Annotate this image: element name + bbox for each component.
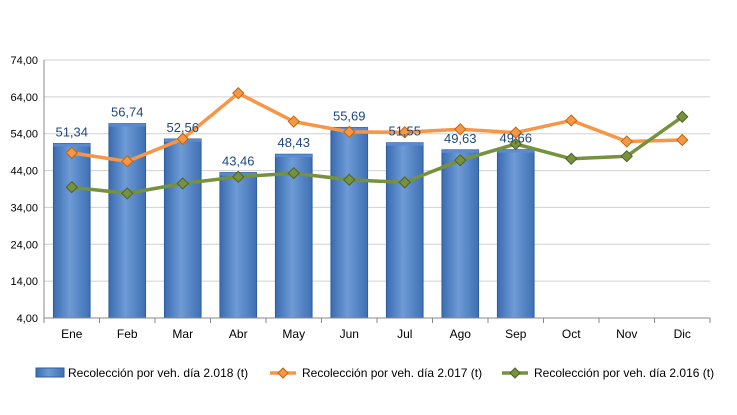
y-tick-label: 54,00 — [10, 129, 38, 141]
line-point-marker — [676, 110, 689, 123]
bar — [163, 138, 202, 319]
legend: Recolección por veh. día 2.018 (t) Recole… — [35, 366, 714, 380]
line-point-marker — [398, 176, 411, 189]
line-point-marker — [454, 154, 467, 167]
legend-swatch-bar — [35, 367, 65, 378]
legend-swatch-marker — [277, 367, 289, 379]
x-tick-label: Nov — [616, 327, 637, 341]
line-point-marker — [176, 132, 189, 146]
line-point-marker — [232, 170, 245, 184]
x-tick-label: Jul — [397, 327, 412, 341]
line-point-marker — [65, 180, 78, 194]
bars-series — [52, 123, 535, 319]
y-tick-label: 74,00 — [10, 55, 38, 67]
bar-data-label: 56,74 — [111, 105, 144, 120]
bar-data-label: 43,46 — [222, 154, 255, 169]
line-point-marker — [232, 86, 245, 100]
data-labels: 51,34 56,74 52,56 43,46 48,43 55,69 51,55 49,63… — [55, 105, 532, 169]
x-tick-label: Ene — [61, 327, 83, 341]
legend-label: Recolección por veh. día 2.016 (t) — [534, 366, 714, 380]
y-tick-label: 34,00 — [10, 202, 38, 214]
x-tick-label: Oct — [562, 327, 581, 341]
bar-data-label: 52,56 — [166, 120, 199, 135]
bar — [441, 149, 480, 319]
bar-top — [53, 143, 91, 147]
bar-data-label: 51,55 — [388, 124, 421, 139]
line-point-marker — [454, 123, 467, 136]
bar-top — [441, 149, 479, 153]
line-point-marker — [343, 125, 356, 139]
line-point-marker — [398, 126, 411, 139]
y-tick-label: 4,00 — [17, 313, 38, 325]
x-tick-label: Feb — [117, 327, 138, 341]
line-point-marker — [620, 135, 633, 148]
bar-data-label: 49,63 — [444, 131, 477, 146]
x-tick-label: Ago — [450, 327, 472, 341]
bar — [385, 142, 424, 319]
line-series — [65, 86, 689, 200]
line-point-marker — [343, 173, 356, 186]
bar-data-label: 49,66 — [499, 131, 532, 146]
line-point-marker — [620, 149, 633, 163]
x-tick-label: Dic — [674, 327, 691, 341]
bar — [496, 149, 535, 319]
x-tick-label: Mar — [172, 327, 193, 341]
bar — [219, 172, 258, 319]
line-point-marker — [287, 115, 300, 128]
line-point-marker — [565, 114, 578, 127]
line-point-marker — [176, 177, 189, 190]
y-tick-label: 44,00 — [10, 166, 38, 178]
line-point-marker — [287, 166, 300, 180]
line-point-marker — [676, 133, 689, 147]
legend-label: Recolección por veh. día 2.018 (t) — [68, 366, 248, 380]
x-tick-label: Sep — [505, 327, 527, 341]
y-tick-label: 64,00 — [10, 92, 38, 104]
bar — [108, 123, 147, 319]
bar-top — [497, 149, 535, 153]
line-series-path — [70, 91, 685, 164]
x-tick-label: Jun — [340, 327, 359, 341]
bar-data-label: 48,43 — [277, 135, 310, 150]
legend-swatch-marker — [509, 367, 521, 379]
bar — [330, 126, 369, 319]
x-tick-label: May — [282, 327, 305, 341]
axes: 4,00 14,00 24,00 34,00 44,00 54,00 64,00 74,00 E… — [10, 55, 711, 341]
bar — [52, 143, 91, 319]
line-point-marker — [509, 137, 522, 151]
legend-label: Recolección por veh. día 2.017 (t) — [302, 366, 482, 380]
line-point-marker — [121, 187, 134, 200]
bar-data-label: 51,34 — [55, 125, 88, 140]
y-tick-label: 14,00 — [10, 276, 38, 288]
line-series-path — [70, 115, 685, 196]
line-point-marker — [121, 155, 134, 168]
bar-data-label: 55,69 — [333, 108, 366, 123]
y-tick-label: 24,00 — [10, 239, 38, 251]
bar-top — [275, 154, 313, 158]
x-tick-label: Abr — [229, 327, 248, 341]
bar-top — [108, 123, 146, 127]
line-point-marker — [65, 146, 78, 160]
bar-top — [386, 142, 424, 146]
line-point-marker — [565, 152, 578, 165]
